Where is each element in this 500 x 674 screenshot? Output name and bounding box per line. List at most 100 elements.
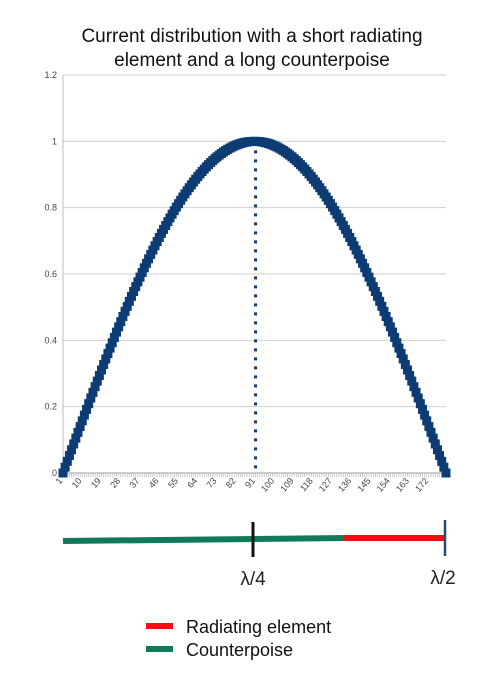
data-point [124, 296, 134, 306]
data-point [131, 282, 141, 292]
y-tick-labels: 0 0.2 0.4 0.6 0.8 1 1.2 [44, 70, 57, 478]
data-point [137, 267, 147, 277]
data-point [82, 404, 92, 414]
data-point [370, 286, 380, 296]
data-point [114, 322, 124, 332]
data-point [400, 359, 410, 369]
data-point [413, 393, 423, 403]
x-tick-label: 46 [147, 476, 161, 490]
data-point [407, 376, 417, 386]
legend-swatch-radiating [146, 623, 173, 629]
data-point [118, 311, 128, 321]
data-point [60, 462, 70, 472]
data-point [368, 282, 378, 292]
data-point [381, 311, 391, 321]
x-tick-labels: 1 10 19 28 37 46 55 64 73 82 91 100 109 118 127 136 145 1… [54, 476, 431, 494]
data-point [426, 427, 436, 437]
data-point [405, 371, 415, 381]
chart-title-line-1: Current distribution with a short radiat… [81, 26, 422, 47]
antenna-diagram: λ/4 λ/2 [62, 520, 456, 590]
series-current [58, 136, 451, 478]
data-point [392, 338, 402, 348]
data-point [126, 291, 136, 301]
x-tick-label: 91 [243, 476, 257, 490]
data-point [435, 451, 445, 461]
data-point [107, 338, 117, 348]
x-tick-label: 118 [298, 476, 315, 493]
x-tick-label: 10 [70, 476, 84, 490]
data-point [364, 272, 374, 282]
x-tick-label: 37 [127, 476, 141, 490]
legend: Radiating element Counterpoise [146, 617, 331, 660]
data-point [84, 399, 94, 409]
data-point [58, 468, 68, 478]
data-point [420, 410, 430, 420]
data-point [109, 332, 119, 342]
data-point [377, 301, 387, 311]
y-tick-label: 0 [52, 468, 57, 478]
data-point [86, 393, 96, 403]
data-point [105, 343, 115, 353]
y-tick-label: 0.4 [44, 335, 57, 345]
data-point [385, 322, 395, 332]
data-point [411, 387, 421, 397]
data-point [77, 416, 87, 426]
x-tick-label: 64 [185, 476, 199, 490]
data-point [396, 349, 406, 359]
data-point [432, 445, 442, 455]
data-point [422, 416, 432, 426]
data-point [409, 382, 419, 392]
data-point [424, 422, 434, 432]
data-point [394, 343, 404, 353]
data-point [379, 306, 389, 316]
y-tick-label: 0.6 [44, 269, 57, 279]
data-point [417, 404, 427, 414]
data-point [75, 422, 85, 432]
data-point [133, 277, 143, 287]
data-point [67, 445, 77, 455]
x-tick-label: 55 [166, 476, 180, 490]
data-point [116, 317, 126, 327]
x-tick-label: 172 [413, 476, 430, 494]
data-point [92, 376, 102, 386]
y-tick-label: 0.8 [44, 203, 57, 213]
x-tick-label: 154 [375, 476, 392, 494]
x-tick-label: 28 [108, 476, 122, 490]
x-tick-label: 127 [317, 476, 334, 494]
chart-title-line-2: element and a long counterpoise [114, 50, 390, 71]
data-point [430, 439, 440, 449]
data-point [69, 439, 79, 449]
data-point [390, 332, 400, 342]
data-point [62, 456, 72, 466]
data-point [388, 327, 398, 337]
data-point [362, 267, 372, 277]
data-point [88, 387, 98, 397]
data-point [366, 277, 376, 287]
x-tick-label: 163 [394, 476, 411, 494]
data-point [139, 263, 149, 273]
data-point [120, 306, 130, 316]
x-tick-label: 73 [204, 476, 218, 490]
counterpoise-segment [62, 535, 347, 544]
x-tick-label: 19 [89, 476, 103, 490]
data-point [441, 468, 451, 478]
data-point [375, 296, 385, 306]
data-point [383, 317, 393, 327]
data-point [415, 399, 425, 409]
y-tick-label: 0.2 [44, 402, 57, 412]
data-point [360, 263, 370, 273]
data-point [398, 354, 408, 364]
data-point [79, 410, 89, 420]
data-point [439, 462, 449, 472]
quarter-wave-label: λ/4 [240, 569, 266, 590]
x-tick-label: 109 [278, 476, 295, 494]
data-point [428, 433, 438, 443]
x-tick-label: 100 [259, 476, 276, 494]
data-point [103, 349, 113, 359]
x-tick-label: 136 [336, 476, 353, 494]
data-point [71, 433, 81, 443]
legend-swatch-counterpoise [146, 646, 173, 652]
y-tick-label: 1.2 [44, 70, 57, 80]
data-point [437, 456, 447, 466]
